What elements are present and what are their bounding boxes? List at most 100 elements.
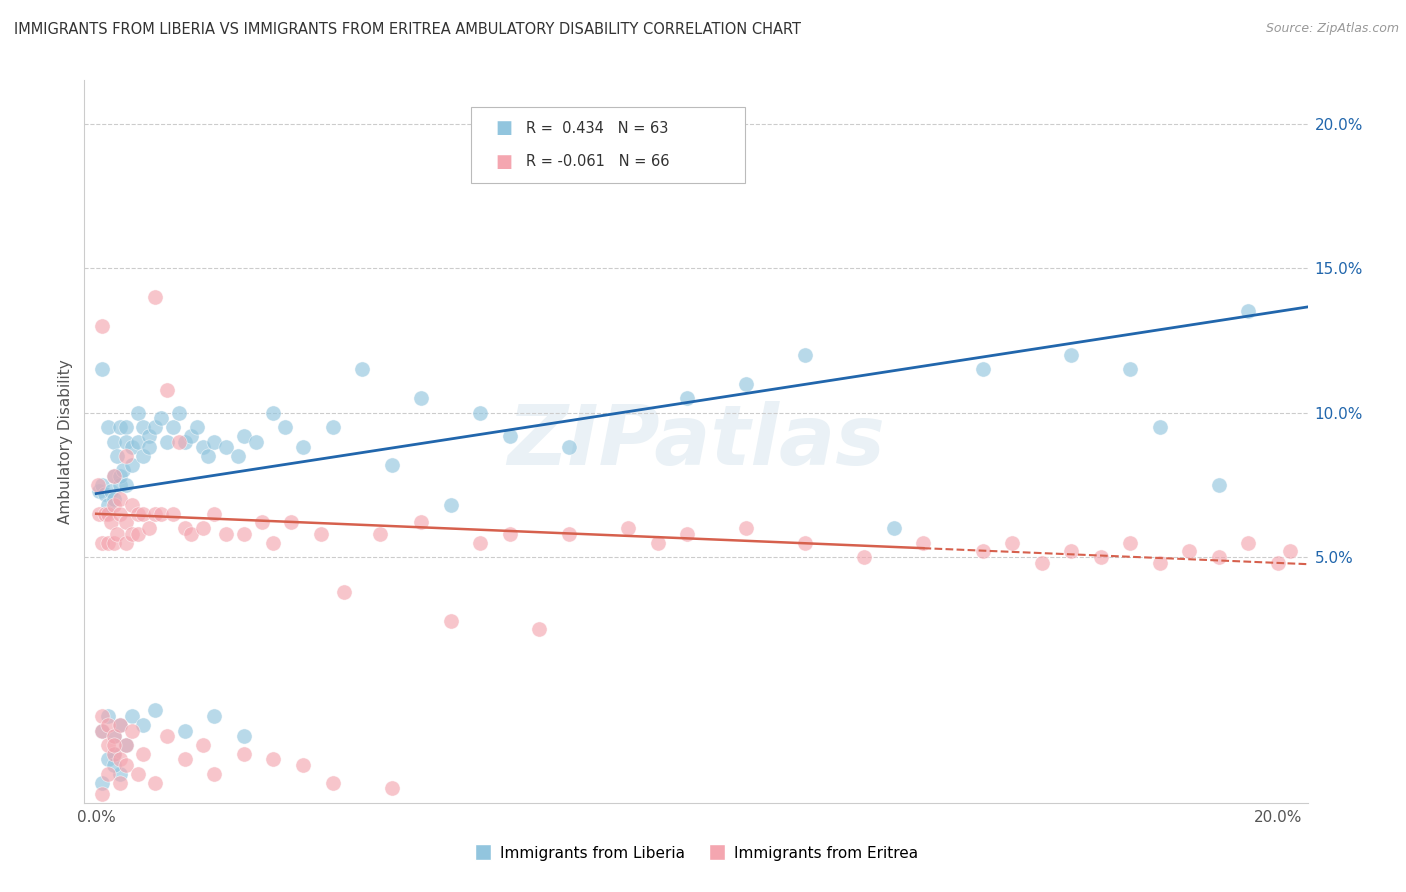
Point — [1001, 535, 1024, 549]
Point — [617, 145, 640, 160]
Point — [309, 527, 332, 541]
Point — [173, 434, 195, 449]
Point — [470, 535, 492, 549]
Point — [103, 747, 125, 761]
Point — [105, 527, 128, 541]
Point — [1237, 304, 1260, 318]
Point — [108, 420, 131, 434]
Point — [529, 623, 551, 637]
Point — [105, 449, 128, 463]
Point — [127, 507, 149, 521]
Point — [368, 527, 391, 541]
Point — [114, 535, 136, 549]
Point — [1149, 420, 1171, 434]
Point — [97, 709, 120, 723]
Point — [97, 738, 120, 752]
Point — [103, 469, 125, 483]
Point — [499, 527, 522, 541]
Point — [352, 362, 374, 376]
Point — [381, 458, 404, 472]
Point — [138, 429, 160, 443]
Point — [108, 767, 131, 781]
Point — [127, 434, 149, 449]
Point — [114, 738, 136, 752]
Point — [103, 535, 125, 549]
Point — [143, 775, 166, 789]
Point — [1208, 478, 1230, 492]
Point — [103, 738, 125, 752]
Point — [108, 478, 131, 492]
Point — [91, 535, 114, 549]
Point — [676, 391, 699, 405]
Point — [103, 434, 125, 449]
Point — [121, 440, 143, 454]
Point — [226, 449, 249, 463]
Text: ■: ■ — [495, 120, 512, 137]
Point — [972, 544, 994, 558]
Point — [381, 781, 404, 796]
Point — [132, 718, 155, 732]
Point — [322, 775, 344, 789]
Point — [91, 787, 114, 801]
Point — [1267, 556, 1289, 570]
Text: ZIPatlas: ZIPatlas — [508, 401, 884, 482]
Point — [91, 775, 114, 789]
Point — [1119, 535, 1142, 549]
Point — [440, 498, 463, 512]
Point — [114, 738, 136, 752]
Point — [499, 429, 522, 443]
Point — [132, 747, 155, 761]
Point — [97, 498, 120, 512]
Point — [232, 429, 254, 443]
Point — [411, 391, 433, 405]
Point — [1178, 544, 1201, 558]
Point — [103, 729, 125, 743]
Point — [114, 420, 136, 434]
Point — [333, 584, 356, 599]
Point — [292, 758, 315, 772]
Point — [1060, 348, 1083, 362]
Point — [186, 420, 208, 434]
Point — [794, 348, 817, 362]
Point — [440, 614, 463, 628]
Point — [202, 767, 225, 781]
Point — [180, 527, 202, 541]
Point — [97, 535, 120, 549]
Point — [91, 362, 114, 376]
Point — [103, 498, 125, 512]
Point — [470, 406, 492, 420]
Point — [173, 521, 195, 535]
Point — [1237, 535, 1260, 549]
Point — [853, 550, 876, 565]
Point — [280, 516, 302, 530]
Point — [108, 775, 131, 789]
Point — [97, 718, 120, 732]
Point — [121, 498, 143, 512]
Point — [108, 718, 131, 732]
Point — [108, 469, 131, 483]
Point — [274, 420, 297, 434]
Point — [411, 516, 433, 530]
Point — [156, 383, 179, 397]
Point — [132, 420, 155, 434]
Point — [94, 486, 117, 500]
Point — [114, 478, 136, 492]
Point — [103, 758, 125, 772]
Point — [114, 434, 136, 449]
Point — [1119, 362, 1142, 376]
Point — [215, 527, 238, 541]
Point — [167, 434, 190, 449]
Text: R =  0.434   N = 63: R = 0.434 N = 63 — [526, 120, 668, 136]
Point — [173, 723, 195, 738]
Point — [150, 411, 173, 425]
Point — [735, 521, 758, 535]
Text: R = -0.061   N = 66: R = -0.061 N = 66 — [526, 154, 669, 169]
Point — [262, 406, 284, 420]
Point — [202, 709, 225, 723]
Point — [292, 440, 315, 454]
Point — [250, 516, 273, 530]
Point — [114, 449, 136, 463]
Point — [617, 521, 640, 535]
Point — [138, 440, 160, 454]
Point — [132, 507, 155, 521]
